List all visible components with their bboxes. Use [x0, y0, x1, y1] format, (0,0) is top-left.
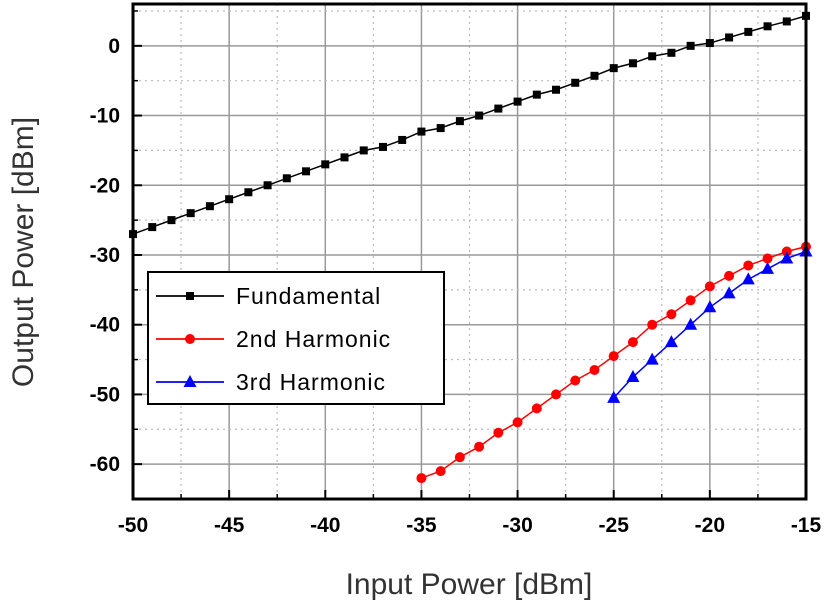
data-point	[608, 351, 619, 362]
data-point	[474, 441, 485, 452]
series-2nd-harmonic	[416, 241, 811, 484]
data-point	[454, 452, 465, 463]
data-point	[762, 253, 773, 264]
data-point	[148, 223, 157, 232]
legend-swatch-marker	[186, 292, 194, 300]
y-tick-label: -20	[90, 174, 120, 197]
data-point	[664, 335, 678, 348]
data-point	[455, 117, 464, 126]
x-tick-label: -50	[118, 514, 148, 537]
data-point	[744, 27, 753, 36]
legend-swatch-marker	[183, 375, 197, 387]
data-point	[705, 39, 714, 48]
data-point	[282, 174, 291, 183]
data-point	[244, 188, 253, 197]
x-tick-label: -45	[214, 514, 245, 537]
data-point	[302, 167, 311, 176]
data-point	[321, 160, 330, 169]
data-point	[493, 427, 504, 438]
data-point	[340, 153, 349, 162]
data-point	[741, 272, 755, 285]
data-point	[627, 337, 638, 348]
data-point	[436, 124, 445, 133]
y-tick-label: -10	[90, 105, 120, 128]
data-point	[552, 85, 561, 94]
data-point	[609, 64, 618, 73]
x-tick-label: -25	[599, 514, 630, 537]
x-tick-label: -40	[310, 514, 340, 537]
data-point	[417, 127, 426, 136]
data-point	[724, 270, 735, 281]
data-point	[763, 22, 772, 31]
legend-label: Fundamental	[236, 283, 381, 309]
data-point	[647, 319, 658, 330]
data-point	[626, 369, 640, 382]
y-tick-label: -60	[90, 453, 120, 476]
data-point	[782, 17, 791, 26]
data-point	[685, 295, 696, 306]
x-tick-label: -30	[502, 514, 532, 537]
data-point	[722, 286, 736, 299]
x-tick-label: -35	[406, 514, 437, 537]
ticks	[132, 10, 807, 499]
data-point	[263, 181, 272, 190]
tick-labels: -50 -45 -40 -35 -30 -25 -20 -15 0 -10 -20 -30 -40 -50…	[90, 35, 822, 537]
data-point	[607, 390, 621, 403]
data-point	[475, 111, 484, 120]
data-point	[378, 142, 387, 151]
data-point	[167, 216, 176, 225]
data-point	[186, 209, 195, 218]
x-tick-label: -15	[791, 514, 822, 537]
data-point	[743, 260, 754, 271]
data-point	[513, 97, 522, 106]
data-point	[628, 59, 637, 68]
data-point	[416, 473, 427, 484]
data-point	[684, 317, 698, 330]
data-point	[704, 281, 715, 292]
data-point	[435, 466, 446, 477]
data-point	[590, 71, 599, 80]
data-point	[205, 202, 214, 211]
grid	[133, 4, 806, 499]
data-point	[648, 52, 657, 61]
data-point	[570, 375, 581, 386]
data-point	[359, 146, 368, 155]
data-point	[571, 78, 580, 87]
data-point	[645, 352, 659, 365]
data-point	[589, 365, 600, 376]
y-tick-label: -30	[90, 244, 120, 267]
y-tick-label: 0	[108, 35, 120, 58]
data-point	[512, 417, 523, 428]
data-point	[532, 90, 541, 99]
y-axis-title: Output Power [dBm]	[7, 117, 40, 387]
x-axis-title: Input Power [dBm]	[346, 568, 593, 601]
data-point	[494, 104, 503, 113]
data-point	[761, 261, 775, 274]
data-point	[725, 33, 734, 42]
data-point	[666, 309, 677, 320]
data-point	[531, 403, 542, 414]
data-point	[398, 135, 407, 144]
legend-label: 3rd Harmonic	[236, 369, 386, 395]
legend-label: 2nd Harmonic	[236, 326, 391, 352]
x-tick-label: -20	[695, 514, 725, 537]
data-point	[667, 48, 676, 57]
legend-swatch-marker	[185, 334, 195, 344]
y-tick-label: -50	[90, 383, 120, 406]
data-point	[780, 251, 794, 264]
data-point	[686, 41, 695, 50]
y-tick-label: -40	[90, 314, 120, 337]
data-point	[703, 300, 717, 313]
data-point	[225, 195, 234, 204]
legend: Fundamental 2nd Harmonic 3rd Harmonic	[147, 271, 445, 405]
data-point	[551, 389, 562, 400]
